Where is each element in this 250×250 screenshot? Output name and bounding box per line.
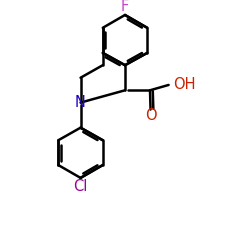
Text: F: F: [121, 0, 129, 14]
Text: OH: OH: [173, 77, 196, 92]
Text: O: O: [145, 108, 156, 123]
Text: Cl: Cl: [73, 179, 88, 194]
Text: N: N: [75, 95, 86, 110]
